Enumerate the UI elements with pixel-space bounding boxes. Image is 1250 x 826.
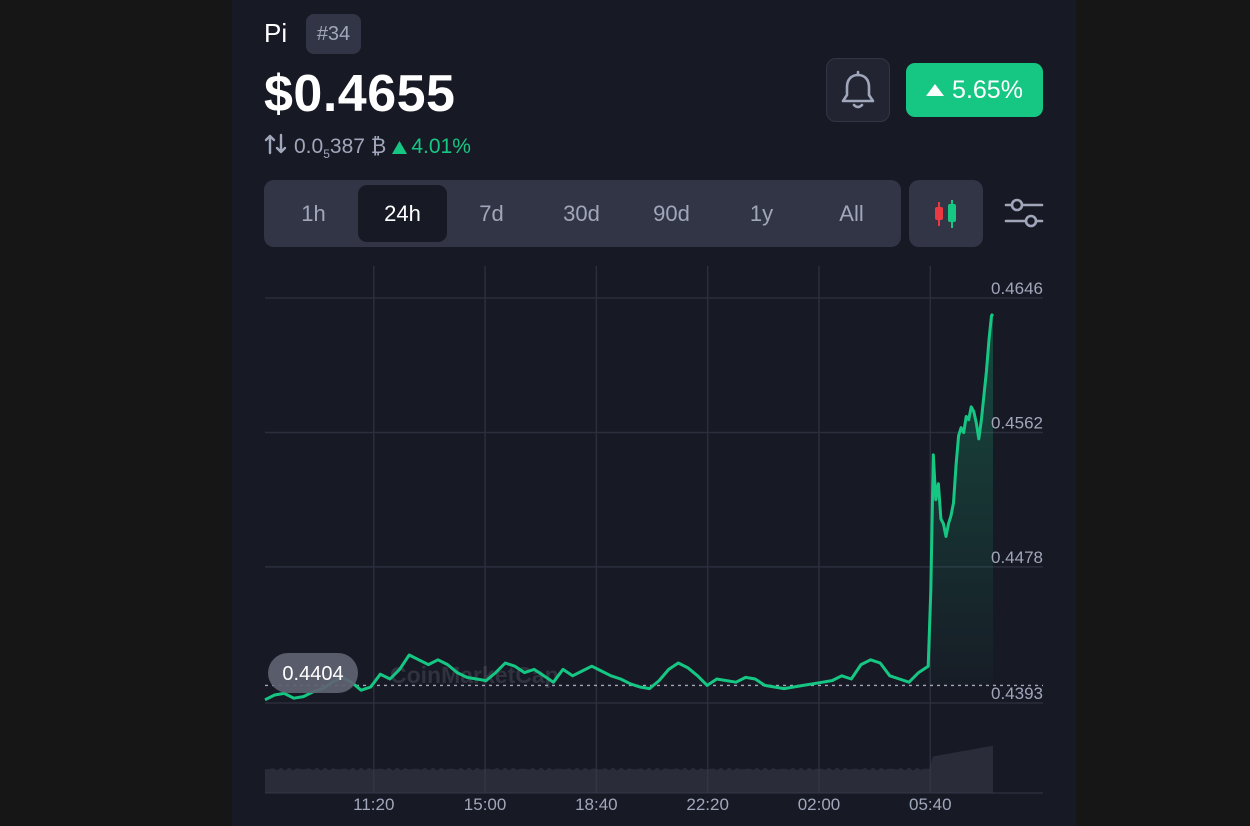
candlestick-toggle-button[interactable] [909, 180, 983, 247]
volume-bars [265, 745, 993, 793]
tab-7d[interactable]: 7d [479, 200, 504, 226]
y-tick-label: 0.4646 [991, 279, 1043, 298]
rank-badge: #34 [306, 14, 361, 54]
x-tick-label: 22:20 [686, 795, 729, 814]
percent-change-badge: 5.65% [906, 63, 1043, 117]
price-alert-button[interactable] [826, 58, 890, 122]
time-range-tabs: 1h 24h 7d 30d 90d 1y All [264, 180, 901, 247]
chart-panel [232, 0, 1076, 826]
coin-name: Pi [264, 18, 288, 48]
bell-icon [841, 70, 875, 109]
tab-24h[interactable]: 24h [358, 185, 447, 242]
bitcoin-symbol: ₿ [370, 135, 387, 158]
tab-1h[interactable]: 1h [301, 200, 326, 226]
btc-price-row: 0.05387 ₿ 4.01% [264, 133, 471, 161]
open-price-pill [268, 653, 358, 693]
y-tick-label: 0.4562 [991, 413, 1043, 432]
watermark-text: CoinMarketCap [390, 662, 559, 688]
x-tick-label: 15:00 [464, 795, 507, 814]
sliders-icon [1004, 198, 1044, 228]
x-tick-label: 05:40 [909, 795, 952, 814]
btc-price: 0.05387 ₿ [294, 135, 387, 161]
open-price-label: 0.4404 [282, 663, 343, 685]
tab-1y[interactable]: 1y [749, 200, 774, 226]
x-tick-label: 18:40 [575, 795, 618, 814]
tab-30d[interactable]: 30d [563, 200, 600, 226]
swap-arrows-icon[interactable] [264, 133, 288, 161]
x-tick-label: 11:20 [353, 795, 394, 814]
btc-change: 4.01% [392, 135, 471, 159]
tab-all[interactable]: All [839, 200, 864, 226]
tab-90d[interactable]: 90d [653, 200, 690, 226]
y-tick-label: 0.4478 [991, 548, 1043, 567]
chart-settings-button[interactable] [1004, 195, 1044, 231]
triangle-up-icon [392, 140, 408, 154]
triangle-up-icon [926, 84, 945, 96]
y-tick-label: 0.4393 [991, 684, 1043, 703]
price-line-series[interactable] [264, 312, 995, 702]
price-value: $0.4655 [264, 65, 456, 123]
price-area-fill [928, 314, 993, 686]
candlestick-icon [935, 199, 956, 228]
x-tick-label: 02:00 [798, 795, 841, 814]
